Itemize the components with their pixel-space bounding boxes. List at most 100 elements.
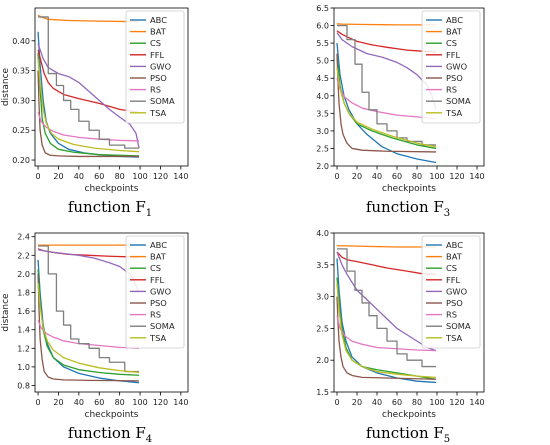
y-tick-label: 1.4 (17, 326, 30, 335)
y-tick-label: 3.5 (316, 261, 329, 270)
legend-label-ffl: FFL (150, 275, 165, 285)
caption-text: function F (68, 424, 146, 442)
series-line-soma (38, 245, 140, 373)
series-line-cs (37, 52, 140, 157)
legend-label-gwo: GWO (150, 61, 172, 71)
legend-label-gwo: GWO (446, 61, 468, 71)
legend-label-tsa: TSA (149, 108, 166, 118)
series-line-abc (336, 258, 437, 384)
legend-label-gwo: GWO (150, 286, 172, 296)
y-tick-label: 0.35 (12, 67, 30, 76)
y-tick-label: 0.40 (12, 37, 30, 46)
x-tick-label: 0 (36, 398, 41, 407)
legend-box (125, 10, 185, 124)
legend-label-bat: BAT (150, 252, 167, 262)
x-tick-label: 100 (132, 398, 147, 407)
caption-text: function F (366, 198, 444, 216)
y-tick-label: 1.8 (17, 289, 30, 298)
legend-label-pso: PSO (150, 298, 167, 308)
y-tick-label: 0.8 (17, 381, 30, 390)
plot-frame (333, 7, 485, 167)
legend-label-rs: RS (150, 310, 161, 320)
y-tick-label: 4.0 (316, 92, 329, 101)
caption-subscript: 3 (444, 208, 450, 219)
series-line-pso (37, 70, 140, 158)
series-line-rs (37, 320, 140, 349)
x-tick-label: 80 (412, 172, 422, 181)
x-tick-label: 120 (449, 172, 464, 181)
caption-subscript: 5 (444, 434, 450, 445)
x-axis-label: checkpoints (85, 410, 139, 420)
series-line-abc (336, 43, 437, 164)
legend-label-abc: ABC (150, 15, 167, 25)
legend-label-soma: SOMA (446, 96, 471, 106)
caption-text: function F (68, 198, 146, 216)
y-tick-label: 1.0 (17, 363, 30, 372)
plot-frame (34, 7, 189, 167)
series-lines (37, 244, 140, 384)
series-line-tsa (37, 58, 140, 153)
x-tick-label: 120 (449, 398, 464, 407)
x-tick-label: 140 (469, 172, 484, 181)
legend-label-tsa: TSA (445, 333, 462, 343)
series-line-tsa (336, 283, 437, 379)
series-line-gwo (336, 251, 437, 352)
series-line-bat (37, 14, 140, 23)
legend-label-cs: CS (446, 263, 457, 273)
chart-panel: 0 20 40 60 80 100 120 140 1.5 2.0 2.5 3.0 3.5 4.0 chec… (316, 229, 484, 445)
caption-text: function F (366, 424, 444, 442)
series-line-rs (37, 112, 140, 142)
series-line-soma (337, 248, 436, 368)
x-tick-label: 20 (53, 398, 63, 407)
y-tick-label: 6.5 (316, 4, 329, 13)
series-line-ffl (37, 248, 140, 258)
series-lines (336, 245, 437, 384)
y-tick-label: 0.30 (12, 96, 30, 105)
y-tick-label: 3.0 (316, 293, 329, 302)
series-line-ffl (336, 30, 437, 53)
series-line-gwo (336, 32, 437, 110)
x-tick-label: 0 (334, 398, 339, 407)
legend-label-rs: RS (446, 85, 457, 95)
y-tick-label: 2.0 (17, 270, 30, 279)
y-tick-label: 0.25 (12, 126, 30, 135)
x-tick-label: 80 (115, 398, 125, 407)
y-tick-label: 1.2 (17, 344, 30, 353)
legend-box (421, 235, 481, 349)
legend-label-pso: PSO (446, 298, 463, 308)
x-tick-label: 140 (173, 172, 188, 181)
y-tick-label: 3.5 (316, 109, 329, 118)
x-tick-label: 120 (153, 172, 168, 181)
x-axis-label: checkpoints (382, 410, 436, 420)
legend-label-abc: ABC (446, 240, 463, 250)
caption-subscript: 1 (146, 208, 152, 219)
legend-label-cs: CS (446, 38, 457, 48)
series-line-pso (336, 296, 437, 380)
panel-caption: function F4 (68, 424, 152, 445)
y-tick-label: 0.20 (12, 156, 30, 165)
x-tick-label: 140 (469, 398, 484, 407)
x-tick-label: 0 (334, 172, 339, 181)
panel-caption: function F5 (366, 424, 450, 445)
y-tick-label: 2.2 (17, 251, 30, 260)
x-tick-label: 20 (53, 172, 63, 181)
x-tick-label: 60 (94, 172, 104, 181)
legend-label-soma: SOMA (150, 96, 175, 106)
x-tick-label: 20 (352, 172, 362, 181)
y-tick-label: 4.0 (316, 229, 329, 238)
series-line-ffl (336, 251, 437, 275)
panel-caption: function F3 (366, 198, 450, 219)
legend-label-rs: RS (446, 310, 457, 320)
legend-label-ffl: FFL (150, 50, 165, 60)
y-tick-label: 1.5 (316, 388, 329, 397)
series-line-soma (38, 16, 140, 149)
y-tick-label: 2.5 (316, 144, 329, 153)
series-line-tsa (37, 283, 140, 374)
panel-caption: function F1 (68, 198, 152, 219)
y-tick-label: 2.0 (316, 162, 329, 171)
x-tick-label: 40 (372, 172, 382, 181)
legend-box (125, 235, 185, 349)
series-line-abc (37, 259, 140, 384)
legend-label-soma: SOMA (446, 321, 471, 331)
